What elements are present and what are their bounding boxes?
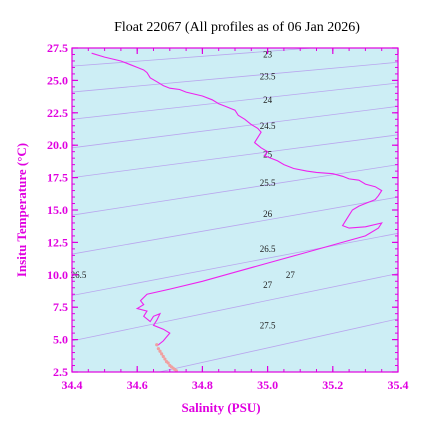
isopycnal-label: 26 — [263, 209, 273, 219]
data-point — [155, 343, 159, 347]
isopycnal-label: 27 — [263, 280, 273, 290]
isopycnal-label: 24.5 — [260, 121, 276, 131]
data-point — [163, 357, 167, 361]
y-tick-label: 27.5 — [47, 41, 68, 55]
y-tick-label: 7.5 — [53, 300, 68, 314]
isopycnal-line — [72, 105, 398, 149]
x-tick-label: 34.4 — [62, 378, 83, 392]
isopycnal-line — [72, 61, 398, 93]
data-point — [174, 369, 178, 372]
data-point — [160, 352, 164, 356]
isopycnal-line — [72, 82, 398, 120]
isopycnal-line — [72, 196, 398, 255]
isopycnal-label: 27 — [286, 270, 296, 280]
isopycnal-line — [157, 318, 398, 372]
isopycnal-label: 27.5 — [260, 320, 276, 330]
y-axis-label: Insitu Temperature (°C) — [14, 143, 29, 277]
isopycnal-line — [72, 164, 398, 216]
x-tick-label: 34.6 — [127, 378, 148, 392]
isopycnal-label: 26.5 — [260, 244, 276, 254]
isopycnal-label: 23.5 — [260, 72, 276, 82]
data-point — [161, 354, 165, 359]
isopycnal-label: 26.5 — [71, 270, 87, 280]
y-tick-label: 2.5 — [53, 365, 68, 379]
isopycnal-line — [72, 273, 398, 342]
isopycnal-label: 25.5 — [260, 178, 276, 188]
data-point — [158, 349, 162, 353]
isopycnal-label: 23 — [263, 49, 273, 59]
plot-area — [72, 48, 398, 372]
y-tick-label: 5.0 — [53, 333, 68, 347]
data-point — [166, 361, 170, 365]
y-tick-label: 12.5 — [47, 235, 68, 249]
y-tick-label: 22.5 — [47, 106, 68, 120]
x-tick-label: 34.8 — [192, 378, 213, 392]
isopycnal-label: 24 — [263, 95, 273, 105]
isopycnal-line — [72, 232, 398, 296]
y-tick-label: 17.5 — [47, 171, 68, 185]
isopycnal-label: 25 — [263, 149, 273, 159]
isopycnal-line — [72, 48, 318, 67]
y-tick-label: 10.0 — [47, 268, 68, 282]
x-axis-label: Salinity (PSU) — [181, 400, 260, 415]
profile-line — [91, 52, 383, 347]
x-tick-label: 35.0 — [257, 378, 278, 392]
chart-title: Float 22067 (All profiles as of 06 Jan 2… — [114, 20, 360, 35]
isopycnal-line — [72, 134, 398, 178]
y-tick-label: 25.0 — [47, 73, 68, 87]
x-tick-label: 35.2 — [322, 378, 343, 392]
data-point — [156, 347, 160, 351]
y-tick-label: 15.0 — [47, 203, 68, 217]
y-tick-label: 20.0 — [47, 138, 68, 152]
x-tick-label: 35.4 — [388, 378, 409, 392]
